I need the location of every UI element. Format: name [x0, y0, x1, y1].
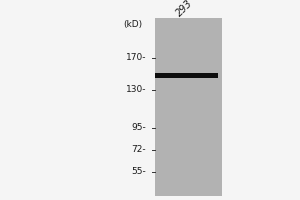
Text: 293: 293 [174, 0, 195, 19]
Bar [155, 72, 218, 77]
Text: 95-: 95- [131, 123, 146, 132]
Text: 130-: 130- [125, 86, 146, 95]
Text: (kD): (kD) [123, 20, 142, 29]
Text: 55-: 55- [131, 168, 146, 176]
Bar [155, 18, 222, 196]
Text: 72-: 72- [131, 146, 146, 154]
Text: 170-: 170- [125, 53, 146, 62]
